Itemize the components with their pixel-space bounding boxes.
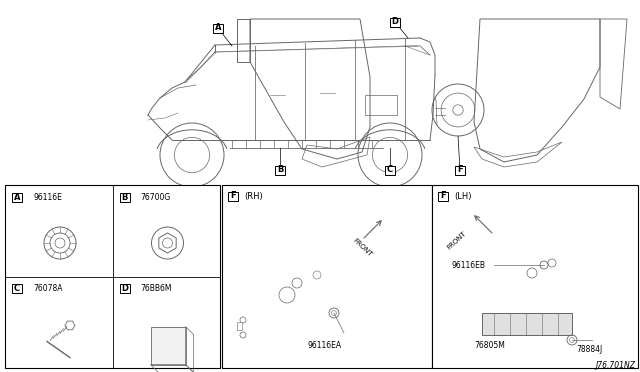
Bar bbox=[222, 185, 432, 368]
Text: D: D bbox=[392, 17, 399, 26]
Text: J76.701NZ: J76.701NZ bbox=[595, 361, 635, 370]
Text: 76805M: 76805M bbox=[474, 340, 505, 350]
Text: A: A bbox=[215, 23, 221, 32]
Bar bbox=[120, 192, 129, 202]
Text: C: C bbox=[387, 166, 393, 174]
Bar bbox=[12, 192, 22, 202]
Bar bbox=[438, 192, 448, 201]
Text: (RH): (RH) bbox=[244, 192, 263, 201]
Text: 76700G: 76700G bbox=[141, 192, 171, 202]
Text: 96116EA: 96116EA bbox=[307, 340, 341, 350]
Text: F: F bbox=[230, 192, 236, 201]
Text: D: D bbox=[121, 284, 128, 293]
Bar bbox=[237, 322, 242, 330]
Bar bbox=[390, 17, 400, 26]
Bar bbox=[432, 185, 638, 368]
Bar bbox=[385, 166, 395, 174]
Text: F: F bbox=[440, 192, 446, 201]
Bar bbox=[5, 185, 220, 368]
Text: B: B bbox=[122, 192, 128, 202]
Text: (LH): (LH) bbox=[454, 192, 472, 201]
Bar bbox=[482, 313, 572, 335]
Text: F: F bbox=[457, 166, 463, 174]
Text: 76078A: 76078A bbox=[33, 284, 63, 293]
Bar bbox=[228, 192, 238, 201]
Text: A: A bbox=[13, 192, 20, 202]
Text: B: B bbox=[277, 166, 283, 174]
Text: 78884J: 78884J bbox=[576, 346, 602, 355]
Text: C: C bbox=[14, 284, 20, 293]
Bar bbox=[275, 166, 285, 174]
Bar bbox=[455, 166, 465, 174]
Text: 96116EB: 96116EB bbox=[452, 260, 486, 269]
Text: FRONT: FRONT bbox=[352, 238, 373, 258]
Bar bbox=[12, 284, 22, 293]
Text: FRONT: FRONT bbox=[446, 230, 467, 250]
Bar bbox=[150, 327, 186, 365]
Text: 76BB6M: 76BB6M bbox=[141, 284, 172, 293]
Bar bbox=[365, 95, 397, 115]
Text: 96116E: 96116E bbox=[33, 192, 62, 202]
Bar bbox=[213, 23, 223, 32]
Bar bbox=[120, 284, 129, 293]
